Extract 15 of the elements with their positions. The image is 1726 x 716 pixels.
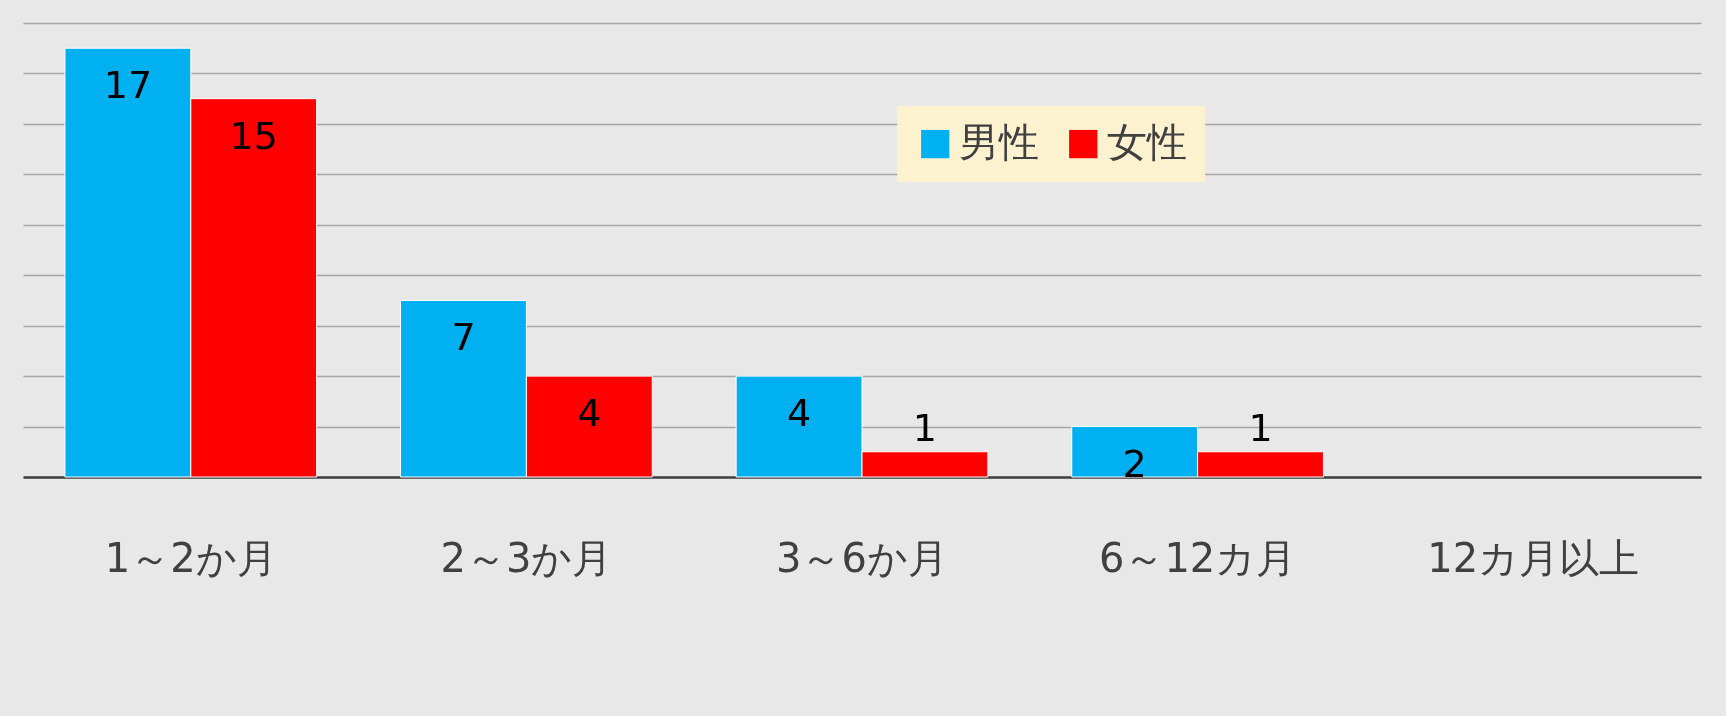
x-tick-label: 12カ月以上 xyxy=(1427,534,1640,581)
data-label: 17 xyxy=(103,63,153,108)
x-tick-label: 6～12カ月 xyxy=(1098,534,1297,581)
x-tick-label: 1～2か月 xyxy=(104,534,277,581)
data-label: 7 xyxy=(451,315,476,360)
data-label: 15 xyxy=(229,113,278,158)
data-label: 4 xyxy=(786,391,812,436)
legend-label: 女性 xyxy=(1107,119,1188,166)
data-label: 1 xyxy=(912,405,938,450)
legend-label: 男性 xyxy=(959,119,1040,166)
x-tick-label: 2～3か月 xyxy=(440,534,613,581)
data-label: 4 xyxy=(577,391,602,436)
x-tick-label: 3～6か月 xyxy=(776,534,948,581)
data-label: 1 xyxy=(1248,405,1273,450)
data-label: 2 xyxy=(1122,441,1147,486)
